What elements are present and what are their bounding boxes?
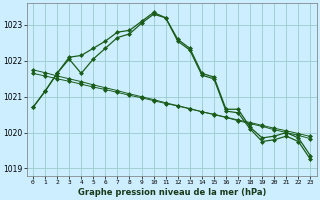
X-axis label: Graphe pression niveau de la mer (hPa): Graphe pression niveau de la mer (hPa) (77, 188, 266, 197)
